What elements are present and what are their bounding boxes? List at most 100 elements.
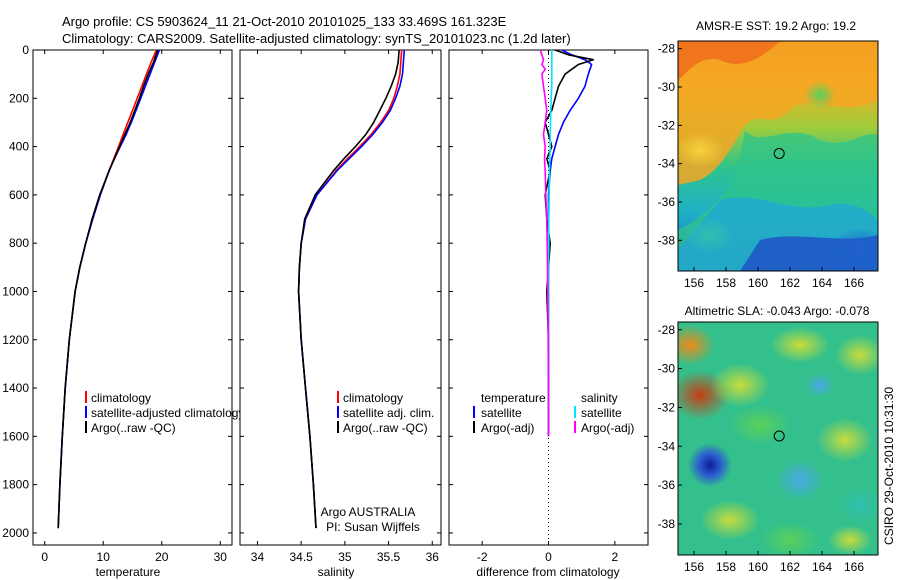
map-x-tick-label: 164 (812, 276, 832, 290)
pi-credit: PI: Susan Wijffels (326, 520, 420, 534)
map-x-tick-label: 166 (844, 560, 864, 574)
x-tick-label: 35 (338, 550, 352, 564)
temperature-axes-frame (32, 49, 233, 546)
legend-swatch-argo (85, 421, 87, 433)
legend-label-satellite-adj: satellite adj. clim. (343, 406, 434, 420)
legend-label-temp-argo: Argo(-adj) (481, 421, 534, 435)
map-x-tick-label: 160 (748, 276, 768, 290)
x-tick-label: 0 (41, 550, 48, 564)
map-y-tick-label: -36 (658, 478, 676, 492)
legend-swatch-satellite-adj (337, 406, 339, 418)
map-x-tick-label: 162 (780, 276, 800, 290)
map-y-tick-label: -36 (658, 195, 676, 209)
map-y-tick-label: -34 (658, 439, 676, 453)
map-x-tick-label: 162 (780, 560, 800, 574)
x-tick-label: 34.5 (289, 550, 313, 564)
sla-field (678, 322, 878, 555)
map-y-tick-label: -38 (658, 233, 676, 247)
program-credit: Argo AUSTRALIA (321, 505, 416, 519)
difference-lines (539, 49, 595, 545)
map-x-tick-label: 158 (716, 276, 736, 290)
difference-xlabel: difference from climatology (476, 565, 619, 579)
temperature-legend: climatology satellite-adjusted climatolo… (85, 391, 244, 435)
sla-argo-location-marker (773, 430, 785, 442)
map-x-tick-label: 160 (748, 560, 768, 574)
salinity-ticks: 34 34.5 35 35.5 36 (240, 49, 441, 564)
x-tick-label: 2 (611, 550, 618, 564)
x-tick-label: 0 (545, 550, 552, 564)
sst-map-ticks: 156 158 160 162 164 166 -28 -30 -32 -34 -36 -38 (658, 42, 865, 290)
y-tick-label: 0 (22, 43, 29, 57)
map-x-tick-label: 156 (684, 560, 704, 574)
y-tick-label: 1400 (2, 381, 29, 395)
difference-panel: -2 0 2 difference from climatology tempera… (448, 49, 649, 579)
legend-swatch-climatology (337, 391, 339, 403)
map-y-tick-label: -30 (658, 362, 676, 376)
map-y-tick-label: -32 (658, 118, 676, 132)
y-tick-label: 1800 (2, 478, 29, 492)
map-x-tick-label: 166 (844, 276, 864, 290)
sst-map-panel: AMSR-E SST: 19.2 Argo: 19.2 156 158 160 162… (658, 19, 879, 290)
legend-swatch-temp-argo (473, 421, 475, 433)
header-title-line1: Argo profile: CS 5903624_11 21-Oct-2010 … (62, 14, 507, 29)
legend-heading-salinity: salinity (581, 391, 618, 405)
x-tick-label: 36 (426, 550, 440, 564)
salinity-lines (297, 49, 406, 529)
legend-swatch-argo (337, 421, 339, 433)
map-x-tick-label: 158 (716, 560, 736, 574)
x-tick-label: -2 (477, 550, 488, 564)
sst-field (678, 41, 878, 271)
temperature-lines (57, 49, 161, 529)
y-tick-label: 1200 (2, 333, 29, 347)
legend-label-temp-satellite: satellite (481, 406, 522, 420)
sla-map-title: Altimetric SLA: -0.043 Argo: -0.078 (685, 304, 870, 318)
map-y-tick-label: -30 (658, 80, 676, 94)
series-line-salinity-argo-adj (539, 49, 550, 437)
sst-map-frame (677, 40, 879, 272)
legend-label-climatology: climatology (343, 391, 403, 405)
y-tick-label: 600 (9, 188, 29, 202)
x-tick-label: 20 (155, 550, 169, 564)
difference-legend: temperature satellite Argo(-adj) salinit… (473, 391, 634, 435)
y-tick-label: 400 (9, 140, 29, 154)
legend-heading-temperature: temperature (481, 391, 546, 405)
legend-swatch-sal-argo (574, 421, 576, 433)
map-y-tick-label: -38 (658, 517, 676, 531)
sla-map-frame (677, 321, 879, 556)
y-tick-label: 1000 (2, 284, 29, 298)
sla-map-panel: Altimetric SLA: -0.043 Argo: -0.078 156 1… (658, 304, 879, 574)
map-y-tick-label: -34 (658, 157, 676, 171)
salinity-axes-frame (239, 49, 442, 546)
legend-label-satellite-adjusted: satellite-adjusted climatology (91, 406, 244, 420)
timestamp-credit: CSIRO 29-Oct-2010 10:31:30 (882, 387, 896, 545)
legend-label-argo: Argo(..raw -QC) (343, 421, 428, 435)
series-line-argo-raw-qc (297, 49, 400, 529)
salinity-legend: climatology satellite adj. clim. Argo(..… (337, 391, 434, 435)
series-line-argo-raw-qc (57, 49, 159, 529)
legend-swatch-temp-satellite (473, 406, 475, 418)
sst-argo-location-marker (773, 148, 785, 159)
temperature-panel: 0 10 20 30 0 200 400 600 800 1000 1200 1400 1600 1800… (2, 43, 244, 579)
legend-label-sal-satellite: satellite (581, 406, 622, 420)
legend-swatch-satellite-adjusted (85, 406, 87, 418)
map-y-tick-label: -28 (658, 42, 676, 56)
sst-map-title: AMSR-E SST: 19.2 Argo: 19.2 (696, 19, 856, 33)
temperature-ticks: 0 10 20 30 0 200 400 600 800 1000 1200 1400 1600 1800… (2, 43, 232, 564)
legend-label-argo: Argo(..raw -QC) (91, 421, 176, 435)
map-x-tick-label: 156 (684, 276, 704, 290)
difference-ticks: -2 0 2 (449, 49, 648, 564)
map-y-tick-label: -28 (658, 323, 676, 337)
salinity-xlabel: salinity (318, 565, 355, 579)
legend-label-sal-argo: Argo(-adj) (581, 421, 634, 435)
legend-swatch-sal-satellite (574, 406, 576, 418)
temperature-xlabel: temperature (96, 565, 161, 579)
x-tick-label: 10 (97, 550, 111, 564)
series-line-salinity-satellite (547, 50, 553, 437)
x-tick-label: 34 (251, 550, 265, 564)
map-y-tick-label: -32 (658, 400, 676, 414)
y-tick-label: 800 (9, 236, 29, 250)
legend-label-climatology: climatology (91, 391, 151, 405)
salinity-panel: 34 34.5 35 35.5 36 salinity climatology sate… (239, 49, 442, 579)
y-tick-label: 1600 (2, 429, 29, 443)
